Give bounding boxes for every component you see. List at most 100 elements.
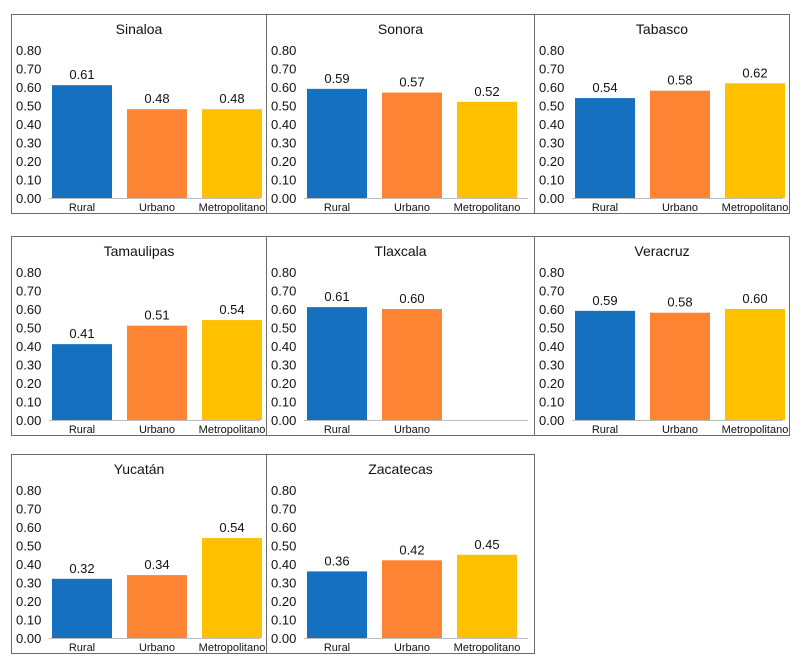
y-tick-label: 0.80 [16,265,41,280]
value-label: 0.32 [69,561,94,576]
category-label: Urbano [139,202,175,213]
y-tick-label: 0.20 [271,594,296,609]
bar-rural [575,310,635,420]
y-tick-label: 0.60 [271,80,296,95]
y-tick-label: 0.70 [539,284,564,299]
category-label: Rural [69,642,95,653]
y-tick-label: 0.80 [271,265,296,280]
y-tick-label: 0.50 [271,539,296,554]
bar-metropolitano [202,538,262,638]
category-label: Rural [324,424,350,435]
y-tick-label: 0.00 [271,413,296,428]
y-tick-label: 0.10 [539,395,564,410]
value-label: 0.62 [742,65,767,80]
y-tick-label: 0.00 [16,191,41,206]
chart-panel-sinaloa: Sinaloa 0.00 0.10 0.20 0.30 0.40 0.50 0.60 0.70 0… [11,14,267,214]
bar-urbano [127,575,187,638]
y-tick-label: 0.00 [539,191,564,206]
value-label: 0.51 [144,308,169,323]
chart-panel-tabasco: Tabasco 0.00 0.10 0.20 0.30 0.40 0.50 0.60 0.70 0… [534,14,790,214]
value-label: 0.58 [667,295,692,310]
y-tick-label: 0.00 [271,631,296,646]
bar-metropolitano [202,320,262,420]
y-tick-label: 0.00 [539,413,564,428]
y-tick-label: 0.50 [16,321,41,336]
y-tick-label: 0.60 [539,302,564,317]
chart-title: Sonora [378,21,423,37]
y-tick-label: 0.70 [539,62,564,77]
y-tick-label: 0.00 [271,191,296,206]
category-label: Urbano [394,202,430,213]
chart-svg: Tabasco 0.00 0.10 0.20 0.30 0.40 0.50 0.60 0.70 0… [539,21,789,213]
bar-rural [52,578,112,638]
y-tick-label: 0.40 [16,557,41,572]
chart-title: Tamaulipas [104,243,175,259]
bar-metropolitano [202,109,262,198]
value-label: 0.57 [399,75,424,90]
y-tick-label: 0.20 [16,154,41,169]
y-tick-label: 0.10 [16,173,41,188]
value-label: 0.54 [219,302,244,317]
bar-rural [52,344,112,420]
chart-title: Veracruz [634,243,689,259]
y-tick-label: 0.30 [271,576,296,591]
bar-urbano [650,312,710,420]
value-label: 0.60 [399,291,424,306]
value-label: 0.59 [592,293,617,308]
y-tick-label: 0.80 [271,43,296,58]
value-label: 0.48 [219,91,244,106]
bar-rural [575,98,635,198]
y-tick-label: 0.00 [16,413,41,428]
chart-panel-sonora: Sonora 0.00 0.10 0.20 0.30 0.40 0.50 0.60 0.70 0.… [266,14,535,214]
chart-panel-yucatan: Yucatán 0.00 0.10 0.20 0.30 0.40 0.50 0.60 0.70 0… [11,454,267,654]
category-label: Metropolitano [722,202,789,213]
chart-svg: Yucatán 0.00 0.10 0.20 0.30 0.40 0.50 0.60 0.70 0… [16,461,265,653]
y-tick-label: 0.70 [271,62,296,77]
chart-panel-tamaulipas: Tamaulipas 0.00 0.10 0.20 0.30 0.40 0.50 0.60 0.… [11,236,267,436]
chart-svg: Zacatecas 0.00 0.10 0.20 0.30 0.40 0.50 0.60 0.7… [271,461,528,653]
y-tick-label: 0.20 [539,376,564,391]
y-tick-label: 0.40 [271,117,296,132]
y-tick-label: 0.80 [539,265,564,280]
value-label: 0.61 [69,67,94,82]
chart-title: Yucatán [114,461,165,477]
category-label: Urbano [139,424,175,435]
value-label: 0.34 [144,557,169,572]
y-tick-label: 0.80 [539,43,564,58]
category-label: Urbano [662,202,698,213]
category-label: Rural [592,424,618,435]
value-label: 0.45 [474,537,499,552]
bar-urbano [127,325,187,420]
y-tick-label: 0.50 [16,99,41,114]
y-tick-label: 0.20 [271,154,296,169]
value-label: 0.42 [399,542,424,557]
y-tick-label: 0.40 [271,339,296,354]
y-tick-label: 0.40 [16,117,41,132]
category-label: Rural [69,424,95,435]
bar-rural [52,85,112,198]
y-tick-label: 0.10 [271,395,296,410]
y-tick-label: 0.70 [16,284,41,299]
y-tick-label: 0.30 [271,358,296,373]
bar-rural [307,571,367,638]
value-label: 0.60 [742,291,767,306]
category-label: Urbano [394,642,430,653]
chart-title: Tlaxcala [374,243,426,259]
value-label: 0.41 [69,326,94,341]
chart-svg: Sinaloa 0.00 0.10 0.20 0.30 0.40 0.50 0.60 0.70 0… [16,21,266,213]
chart-svg: Tlaxcala 0.00 0.10 0.20 0.30 0.40 0.50 0.60 0.70… [271,243,528,435]
y-tick-label: 0.80 [16,483,41,498]
y-tick-label: 0.80 [271,483,296,498]
y-tick-label: 0.60 [271,302,296,317]
bar-metropolitano [457,554,517,638]
chart-title: Zacatecas [368,461,433,477]
y-tick-label: 0.40 [539,339,564,354]
y-tick-label: 0.70 [16,62,41,77]
y-tick-label: 0.30 [539,358,564,373]
category-label: Urbano [662,424,698,435]
category-label: Metropolitano [722,424,789,435]
category-label: Metropolitano [199,202,266,213]
y-tick-label: 0.50 [16,539,41,554]
y-tick-label: 0.60 [16,520,41,535]
chart-panel-tlaxcala: Tlaxcala 0.00 0.10 0.20 0.30 0.40 0.50 0.60 0.70… [266,236,535,436]
